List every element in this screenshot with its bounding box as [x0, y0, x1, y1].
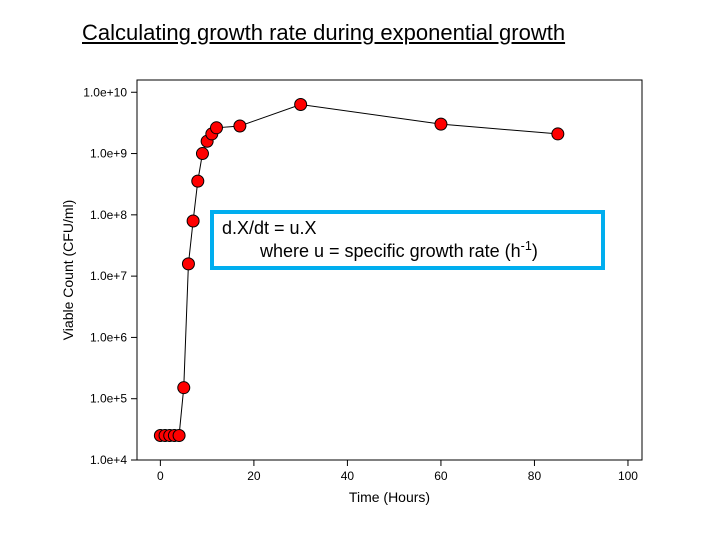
equation-line2-sup: -1	[521, 239, 532, 253]
svg-text:1.0e+5: 1.0e+5	[90, 392, 127, 406]
growth-chart: 0 20 40 60 80 100 1.0e+4 1.0e+5 1.0e+6 1.0e+7 1.0e…	[55, 65, 675, 525]
svg-text:80: 80	[528, 469, 542, 483]
equation-line2: where u = specific growth rate (h-1)	[222, 239, 593, 262]
svg-text:100: 100	[618, 469, 638, 483]
svg-text:1.0e+6: 1.0e+6	[90, 330, 127, 344]
svg-text:1.0e+4: 1.0e+4	[90, 453, 127, 467]
svg-text:1.0e+8: 1.0e+8	[90, 208, 127, 222]
equation-box: d.X/dt = u.X where u = specific growth r…	[210, 210, 605, 270]
svg-text:Viable Count (CFU/ml): Viable Count (CFU/ml)	[60, 200, 76, 341]
svg-text:1.0e+7: 1.0e+7	[90, 269, 127, 283]
svg-text:1.0e+9: 1.0e+9	[90, 147, 127, 161]
equation-line2-prefix: where u = specific growth rate (h	[260, 241, 521, 261]
slide-title: Calculating growth rate during exponenti…	[82, 20, 565, 46]
equation-line2-suffix: )	[532, 241, 538, 261]
svg-text:1.0e+10: 1.0e+10	[83, 85, 127, 99]
svg-text:0: 0	[157, 469, 164, 483]
svg-text:40: 40	[341, 469, 355, 483]
svg-text:20: 20	[247, 469, 261, 483]
svg-text:Time (Hours): Time (Hours)	[349, 489, 430, 505]
chart-svg: 0 20 40 60 80 100 1.0e+4 1.0e+5 1.0e+6 1.0e+7 1.0e…	[55, 65, 675, 525]
svg-text:60: 60	[434, 469, 448, 483]
equation-line1: d.X/dt = u.X	[222, 218, 593, 239]
